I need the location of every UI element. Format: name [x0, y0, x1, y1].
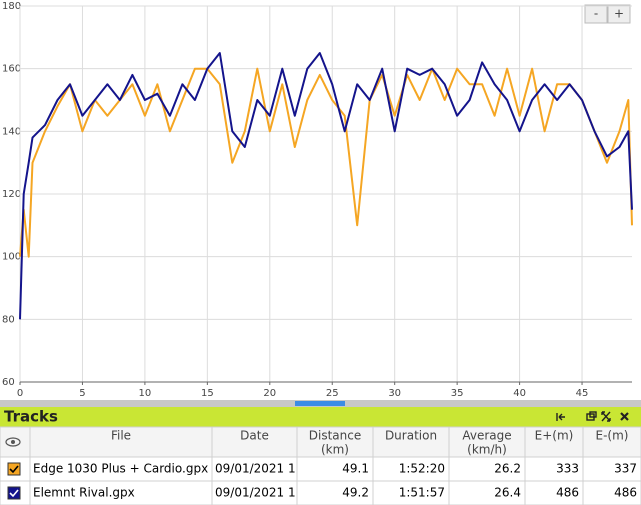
y-tick-label: 100	[2, 252, 21, 263]
column-header: Duration	[385, 429, 437, 443]
line-series	[19, 52, 633, 320]
eye-icon	[5, 437, 21, 447]
x-tick-label: 15	[201, 388, 214, 399]
table-cell: 486	[556, 486, 579, 500]
column-unit: (km)	[321, 443, 349, 457]
zoom-out[interactable]	[584, 4, 608, 24]
panel-title: Tracks	[4, 408, 58, 426]
table-cell: 1:51:57	[399, 486, 445, 500]
checkmark	[9, 465, 19, 474]
table-cell: Elemnt Rival.gpx	[33, 486, 135, 500]
table-cell: 49.2	[342, 486, 369, 500]
column-header: Distance	[309, 429, 361, 443]
zoom-in[interactable]	[607, 4, 631, 24]
table-header-bg	[0, 427, 641, 457]
x-tick-label: 25	[326, 388, 339, 399]
table-cell: 26.2	[494, 462, 521, 476]
x-tick-label: 30	[388, 388, 401, 399]
panel-header	[0, 407, 641, 427]
column-header: Date	[240, 429, 269, 443]
table-cell: 486	[614, 486, 637, 500]
table-cell: 49.1	[342, 462, 369, 476]
column-header: Average	[462, 429, 511, 443]
column-header: E+(m)	[535, 429, 574, 443]
y-tick-label: 180	[2, 1, 21, 12]
table-cell: 26.4	[494, 486, 521, 500]
zoom-out-label[interactable]: -	[594, 7, 598, 21]
table-cell: Edge 1030 Plus + Cardio.gpx	[33, 462, 208, 476]
x-tick-label: 40	[513, 388, 526, 399]
table-cell: 337	[614, 462, 637, 476]
scrollbar[interactable]	[295, 401, 345, 406]
x-tick-label: 10	[139, 388, 152, 399]
y-tick-label: 80	[2, 314, 15, 325]
line-series	[19, 67, 633, 258]
y-tick-label: 60	[2, 377, 15, 388]
table-cell: 09/01/2021 14:	[215, 462, 307, 476]
column-unit: (km/h)	[467, 443, 507, 457]
y-tick-label: 120	[2, 189, 21, 200]
checkmark	[9, 489, 19, 498]
zoom-in-label[interactable]: +	[614, 7, 624, 21]
panel-icons[interactable]	[556, 411, 629, 422]
chart-bg	[0, 0, 641, 400]
checkbox[interactable]	[7, 486, 21, 500]
x-tick-label: 5	[79, 388, 85, 399]
y-tick-label: 140	[2, 126, 21, 137]
table-cell: 09/01/2021 14:	[215, 486, 307, 500]
x-tick-label: 45	[576, 388, 589, 399]
checkbox[interactable]	[7, 462, 21, 476]
x-tick-label: 35	[451, 388, 464, 399]
y-tick-label: 160	[2, 64, 21, 75]
table-cell: 333	[556, 462, 579, 476]
table-cell: 1:52:20	[399, 462, 445, 476]
column-header: E-(m)	[596, 429, 629, 443]
x-tick-label: 0	[17, 388, 23, 399]
column-header: File	[111, 429, 131, 443]
x-tick-label: 20	[263, 388, 276, 399]
